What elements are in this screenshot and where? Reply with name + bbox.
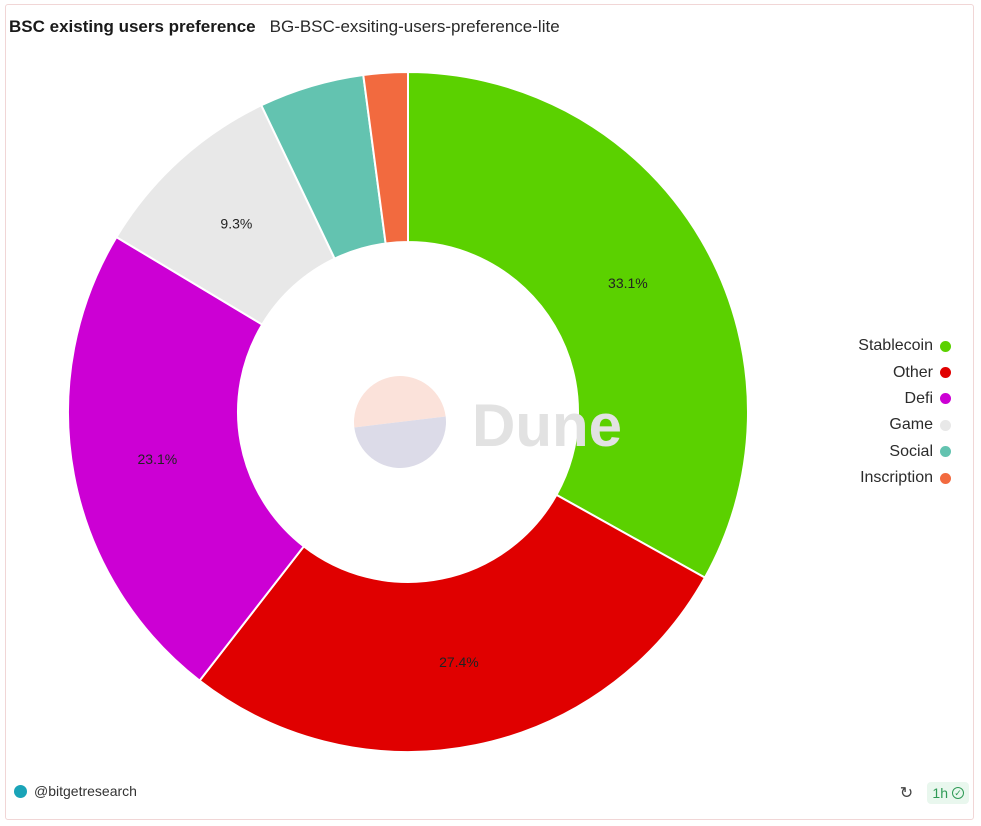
query-name[interactable]: BG-BSC-exsiting-users-preference-lite: [269, 17, 560, 36]
legend-label: Defi: [904, 389, 933, 407]
dune-watermark-text: Dune: [472, 392, 622, 459]
legend-swatch: [940, 367, 951, 379]
legend-item-other[interactable]: Other: [893, 359, 951, 385]
data-label-defi: 23.1%: [138, 451, 178, 467]
chart-header: BSC existing users preference BG-BSC-exs…: [9, 17, 560, 41]
legend-item-defi[interactable]: Defi: [905, 386, 951, 412]
legend-swatch: [940, 340, 951, 352]
footer-controls: ↻ 1h ✓: [895, 782, 969, 804]
chart-slices: [67, 70, 749, 753]
chart-data-labels: 33.1% 27.4% 23.1% 9.3%: [138, 215, 648, 669]
data-label-other: 27.4%: [439, 654, 479, 670]
legend-swatch: [940, 419, 951, 431]
check-circle-icon: ✓: [952, 787, 964, 799]
legend-swatch: [940, 472, 951, 484]
author-info[interactable]: @bitgetresearch: [14, 783, 137, 799]
legend-item-inscription[interactable]: Inscription: [860, 465, 951, 491]
legend-label: Other: [892, 363, 933, 381]
legend-swatch: [940, 446, 951, 458]
freshness-badge: 1h ✓: [927, 782, 969, 804]
legend-swatch: [940, 393, 951, 405]
chart-title: BSC existing users preference: [9, 17, 256, 36]
refresh-icon[interactable]: ↻: [899, 785, 914, 802]
data-label-stablecoin: 33.1%: [608, 275, 648, 291]
author-name[interactable]: @bitgetresearch: [34, 783, 137, 799]
legend-label: Inscription: [860, 469, 933, 487]
legend-item-stablecoin[interactable]: Stablecoin: [858, 333, 951, 359]
slice-inscription[interactable]: [362, 70, 409, 245]
legend-label: Game: [889, 416, 933, 434]
legend-item-game[interactable]: Game: [889, 412, 951, 438]
dune-logo-icon: [354, 376, 446, 468]
slice-other[interactable]: [198, 493, 707, 753]
chart-legend: Stablecoin Other Defi Game Social Inscription: [858, 333, 951, 491]
legend-label: Social: [889, 442, 933, 460]
freshness-text: 1h: [932, 785, 948, 801]
avatar: [14, 784, 27, 798]
slice-stablecoin[interactable]: [407, 70, 749, 580]
dune-watermark: Dune: [354, 376, 622, 468]
slice-defi[interactable]: [67, 235, 306, 683]
legend-item-social[interactable]: Social: [889, 439, 951, 465]
legend-label: Stablecoin: [858, 337, 933, 355]
data-label-game: 9.3%: [220, 215, 252, 231]
